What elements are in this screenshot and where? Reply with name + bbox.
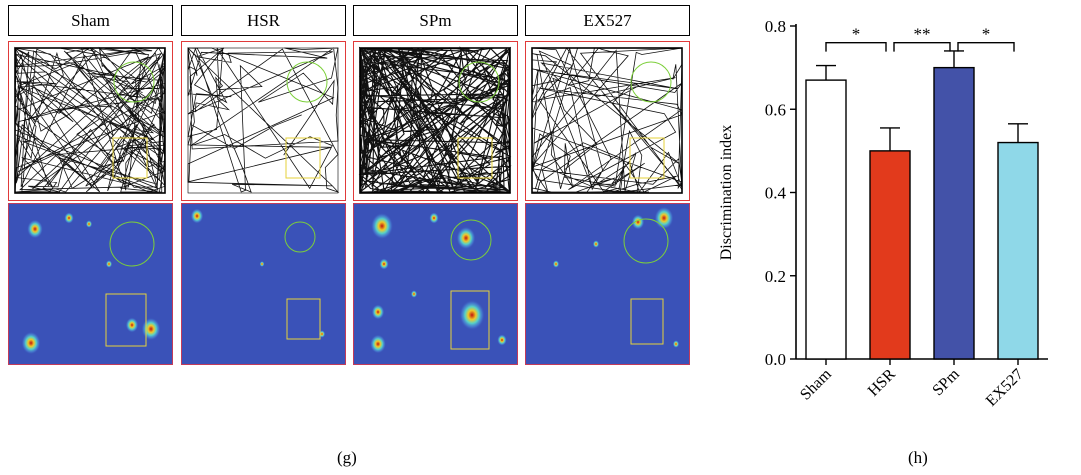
heat-spot — [631, 214, 645, 230]
arena-border — [187, 47, 339, 194]
novel-object-circle — [630, 61, 672, 103]
heat-spot — [410, 290, 418, 298]
bar-sham — [805, 79, 847, 360]
heat-spot — [592, 240, 600, 248]
x-tick-label: Sham — [797, 365, 835, 403]
heatmap-background — [182, 204, 345, 364]
heatmap-svg — [526, 204, 689, 364]
heat-spot — [259, 261, 265, 267]
familiar-object-square — [112, 137, 148, 179]
novel-object-circle — [450, 219, 492, 261]
significance-label: ** — [914, 25, 931, 44]
group-label-ex527: EX527 — [525, 5, 690, 36]
significance-bracket — [957, 41, 1015, 52]
track-svg — [187, 47, 340, 194]
novel-object-circle — [109, 221, 155, 267]
heat-spot — [190, 208, 204, 224]
heat-spot — [497, 334, 507, 346]
panel-letter-h: (h) — [908, 448, 928, 467]
track-plot-sham — [8, 41, 173, 201]
bar-spm — [933, 66, 975, 360]
track-path — [531, 47, 683, 193]
group-label-spm: SPm — [353, 5, 518, 36]
heatmap-hsr — [181, 203, 346, 365]
heat-spot — [64, 212, 74, 224]
heat-spot — [27, 219, 43, 239]
heatmap-svg — [182, 204, 345, 364]
panel-letter-g: (g) — [337, 448, 357, 467]
y-tick-label: 0.0 — [765, 350, 786, 369]
familiar-object-square — [286, 298, 321, 340]
heat-spot — [459, 299, 485, 331]
track-svg — [358, 46, 512, 194]
heat-spot — [371, 304, 385, 320]
track-plot-spm — [353, 41, 518, 201]
familiar-object-square — [450, 290, 490, 350]
x-tick-label: SPm — [929, 365, 963, 399]
significance-label: * — [982, 25, 991, 44]
significance-bracket — [893, 41, 951, 52]
heat-spot — [379, 258, 389, 270]
familiar-object-square — [285, 137, 321, 179]
heat-spot — [21, 331, 41, 355]
familiar-object-square — [105, 293, 147, 347]
heat-spot — [141, 317, 161, 341]
heatmap-background — [526, 204, 689, 364]
heatmap-sham — [8, 203, 173, 365]
novel-object-circle — [458, 61, 500, 103]
y-tick-label: 0.6 — [765, 100, 786, 119]
group-label-sham: Sham — [8, 5, 173, 36]
heat-spot — [85, 220, 93, 228]
y-axis-label: Discrimination index — [718, 125, 735, 261]
bar-hsr — [869, 150, 911, 360]
heat-spot — [105, 260, 113, 268]
arena-border — [14, 47, 166, 194]
novel-object-circle — [286, 61, 328, 103]
arena-border — [359, 47, 511, 194]
heat-spot — [654, 206, 674, 230]
y-tick-label: 0.4 — [765, 184, 787, 203]
novel-object-circle — [113, 61, 155, 103]
novel-object-circle — [284, 221, 316, 253]
heat-spot — [429, 212, 439, 224]
novel-object-circle — [623, 218, 669, 264]
bar-ex527 — [997, 141, 1039, 360]
y-tick-label: 0.8 — [765, 17, 786, 36]
heat-spot — [672, 340, 680, 348]
heat-spot — [456, 226, 476, 250]
heat-spot — [370, 334, 386, 354]
bar-chart: 0.0 0.2 0.4 0.6 0.8 Discrimination index Sham H… — [718, 17, 1048, 410]
significance-label: * — [852, 25, 861, 44]
familiar-object-square — [457, 137, 493, 179]
track-path — [14, 46, 166, 193]
y-tick-label: 0.2 — [765, 267, 786, 286]
arena-border — [531, 47, 683, 194]
heatmap-ex527 — [525, 203, 690, 365]
heatmap-spm — [353, 203, 518, 365]
familiar-object-square — [629, 137, 665, 179]
track-plot-hsr — [181, 41, 346, 201]
familiar-object-square — [630, 298, 664, 345]
x-tick-label: EX527 — [983, 366, 1027, 410]
heatmap-svg — [9, 204, 172, 364]
track-svg — [14, 46, 166, 194]
heat-spot — [370, 212, 394, 240]
x-tick-label: HSR — [865, 366, 899, 400]
group-label-hsr: HSR — [181, 5, 346, 36]
track-path — [358, 46, 512, 194]
track-plot-ex527 — [525, 41, 690, 201]
track-svg — [531, 47, 683, 194]
track-path — [187, 47, 340, 193]
heat-spot — [552, 260, 560, 268]
significance-bracket — [825, 41, 887, 52]
heatmap-svg — [354, 204, 517, 364]
heat-spot — [125, 317, 139, 333]
